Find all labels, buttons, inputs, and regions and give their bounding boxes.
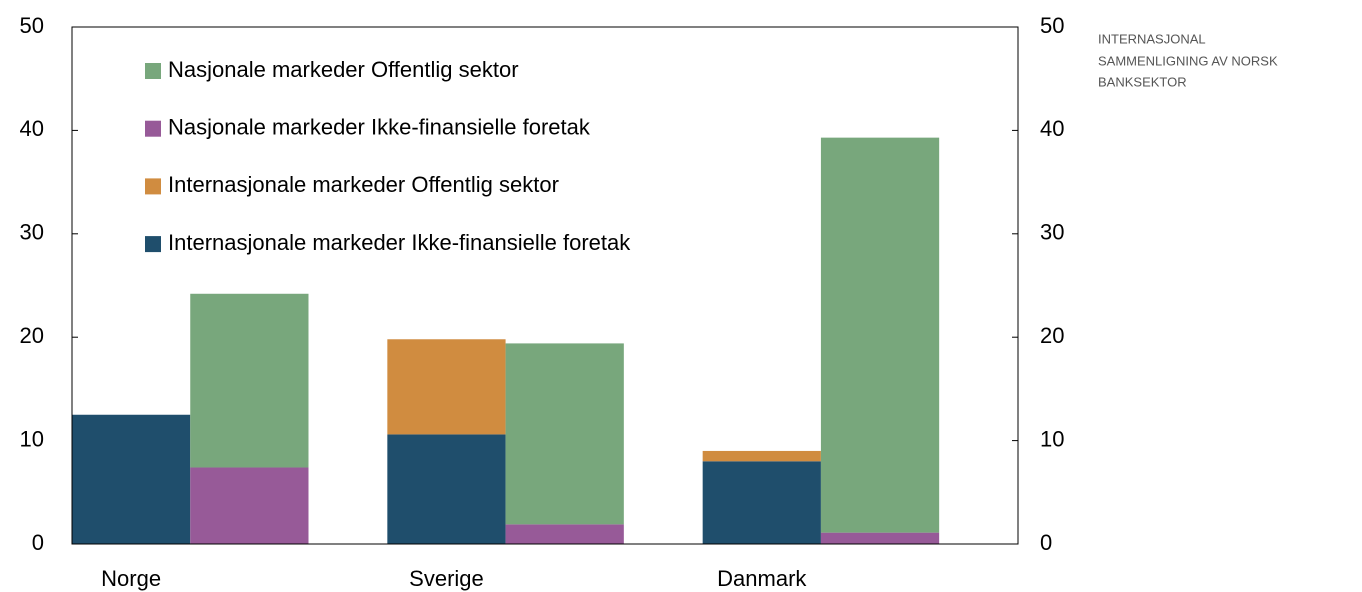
bar — [72, 414, 191, 544]
bar — [190, 467, 309, 544]
y2-tick-label: 30 — [1040, 220, 1064, 245]
bar — [820, 137, 940, 533]
y-tick-label: 30 — [20, 220, 44, 245]
legend-swatch — [145, 120, 161, 137]
bar — [505, 524, 624, 544]
bar — [387, 434, 506, 544]
x-tick-label: Sverige — [409, 566, 484, 591]
y-tick-label: 40 — [20, 116, 44, 141]
legend-swatch — [145, 236, 161, 253]
y-tick-label: 50 — [20, 13, 44, 38]
plot-frame — [71, 26, 1019, 545]
legend-swatch — [145, 63, 161, 79]
bar — [387, 339, 506, 435]
x-tick-label: Danmark — [717, 566, 807, 591]
legend-label: Internasjonale markeder Ikke-finansielle… — [168, 230, 631, 255]
y2-tick-label: 10 — [1040, 426, 1064, 451]
y2-tick-label: 40 — [1040, 116, 1064, 141]
y2-tick-label: 50 — [1040, 13, 1064, 38]
legend-label: Internasjonale markeder Offentlig sektor — [168, 172, 559, 197]
y2-tick-label: 20 — [1040, 323, 1064, 348]
y-tick-label: 10 — [20, 426, 44, 451]
bar — [702, 450, 821, 462]
legend-label: Nasjonale markeder Ikke-finansielle fore… — [168, 115, 591, 140]
annotation: SAMMENLIGNING AV NORSK — [1098, 53, 1278, 68]
bar — [702, 461, 821, 544]
y-tick-label: 20 — [20, 323, 44, 348]
y-tick-label: 0 — [32, 530, 44, 555]
legend-swatch — [145, 178, 161, 195]
y2-tick-label: 0 — [1040, 530, 1052, 555]
bar — [190, 293, 309, 468]
legend-label: Nasjonale markeder Offentlig sektor — [168, 57, 519, 82]
bar — [505, 343, 624, 525]
annotation: INTERNASJONAL — [1098, 31, 1206, 46]
bar — [820, 532, 940, 544]
annotation: BANKSEKTOR — [1098, 74, 1187, 89]
x-tick-label: Norge — [101, 566, 161, 591]
